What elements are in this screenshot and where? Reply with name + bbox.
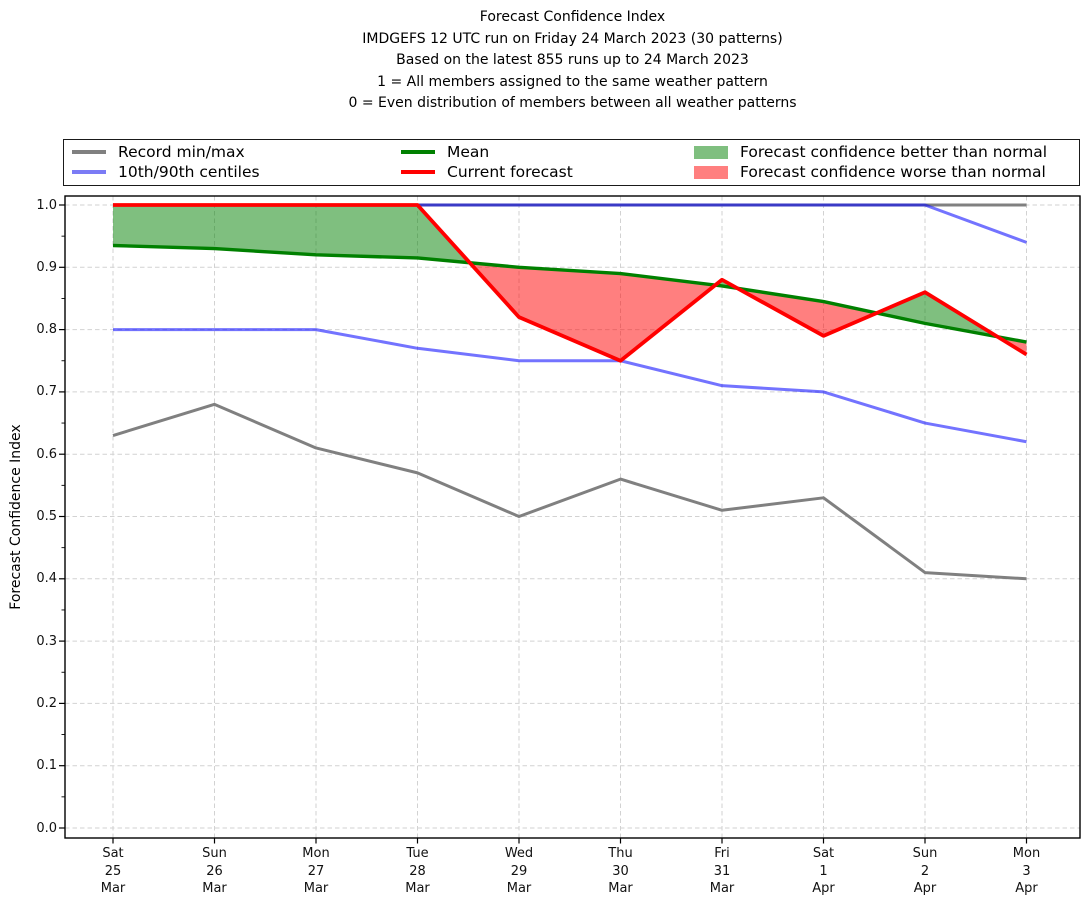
x-tick-label: Sat 1 Apr: [774, 845, 874, 898]
x-tick-label: Sun 26 Mar: [165, 845, 265, 898]
legend-label: 10th/90th centiles: [118, 163, 260, 181]
record_min-line: [112, 402, 1027, 581]
x-tick-label-line: Apr: [913, 881, 937, 896]
y-tick-label: 0.9: [36, 259, 57, 275]
y-tick-label: 0.7: [36, 384, 57, 400]
x-tick-label-line: Wed: [504, 846, 534, 861]
x-tick-label: Mon 27 Mar: [266, 845, 366, 898]
chart-title-block: Forecast Confidence Index IMDGEFS 12 UTC…: [65, 7, 1080, 115]
centiles-line-swatch: [72, 170, 106, 174]
x-tick-label-line: Mar: [506, 881, 532, 896]
x-tick-label-line: 30: [612, 863, 629, 879]
y-tick-label: 1.0: [36, 197, 57, 213]
x-tick-label-line: 3: [1022, 863, 1031, 879]
current-line: [113, 203, 1028, 363]
legend-label: Forecast confidence worse than normal: [740, 163, 1046, 181]
x-tick-label-line: 27: [307, 863, 325, 879]
x-tick-label-line: Mon: [1012, 846, 1041, 861]
x-tick-label-line: Sat: [812, 846, 835, 861]
x-tick-label-line: 1: [819, 863, 828, 879]
y-tick-label: 0.0: [36, 820, 57, 836]
x-tick-label-line: Mar: [405, 881, 430, 896]
legend-item-better-than-normal: Forecast confidence better than normal: [694, 142, 1047, 162]
x-tick-label-line: 25: [104, 863, 122, 879]
legend-column-3: Forecast confidence better than normal F…: [694, 142, 1047, 182]
y-tick-label: 0.3: [36, 633, 57, 649]
x-tick-label-line: Mar: [608, 881, 633, 896]
chart-subtitle-basis: Based on the latest 855 runs up to 24 Ma…: [396, 52, 749, 68]
x-tick-label: Tue 28 Mar: [368, 845, 468, 898]
x-tick-label: Mon 3 Apr: [977, 845, 1077, 898]
y-tick-label: 0.8: [36, 322, 57, 338]
legend-label: Current forecast: [447, 163, 573, 181]
x-tick-label-line: Tue: [406, 846, 429, 861]
x-tick-label-line: Sun: [912, 846, 938, 861]
x-tick-label-line: Mon: [302, 846, 330, 861]
legend-column-1: Record min/max 10th/90th centiles: [72, 142, 260, 182]
x-tick-label-line: 31: [713, 863, 731, 879]
x-tick-label-line: 28: [409, 863, 426, 879]
legend: Record min/max 10th/90th centiles Mean C…: [63, 139, 1080, 186]
mean-line-swatch: [401, 150, 435, 154]
legend-label: Mean: [447, 143, 490, 161]
x-tick-label-line: 26: [206, 863, 223, 879]
chart-subtitle-run: IMDGEFS 12 UTC run on Friday 24 March 20…: [362, 30, 783, 47]
y-tick-label: 0.2: [36, 695, 57, 711]
worse-than-normal-patch-swatch: [694, 165, 728, 179]
record-minmax-line-swatch: [72, 150, 106, 154]
chart-note-zero: 0 = Even distribution of members between…: [348, 95, 797, 111]
centile_10-line: [113, 328, 1027, 444]
better-than-normal-patch-swatch: [694, 145, 728, 159]
legend-column-2: Mean Current forecast: [401, 142, 573, 182]
legend-item-mean: Mean: [401, 142, 573, 162]
legend-item-current-forecast: Current forecast: [401, 162, 573, 182]
y-tick-label: 0.6: [36, 446, 57, 462]
x-tick-label-line: Mar: [709, 881, 735, 896]
current-forecast-line-swatch: [401, 170, 435, 174]
x-tick-label-line: Fri: [714, 846, 730, 861]
fill-better-than-normal: [113, 205, 470, 263]
x-tick-label: Sun 2 Apr: [875, 845, 975, 898]
x-tick-label-line: Mar: [202, 881, 227, 896]
fill-worse-than-normal: [737, 288, 877, 336]
y-tick-label: 0.5: [36, 509, 57, 524]
legend-item-centiles: 10th/90th centiles: [72, 162, 260, 182]
y-tick-label: 0.4: [36, 571, 57, 587]
x-tick-label: Thu 30 Mar: [571, 845, 671, 898]
x-tick-label-line: 2: [920, 863, 930, 879]
x-tick-label-line: 29: [510, 863, 528, 879]
x-tick-label-line: Thu: [608, 846, 633, 861]
legend-item-worse-than-normal: Forecast confidence worse than normal: [694, 162, 1047, 182]
x-tick-label-line: Sun: [202, 846, 227, 861]
y-tick-label: 0.1: [36, 758, 57, 774]
chart-title: Forecast Confidence Index: [479, 9, 666, 25]
x-tick-label: Fri 31 Mar: [672, 845, 772, 898]
legend-label: Forecast confidence better than normal: [740, 143, 1048, 161]
fill-worse-than-normal: [469, 262, 716, 361]
x-tick-label: Sat 25 Mar: [63, 845, 163, 898]
chart-note-one: 1 = All members assigned to the same wea…: [377, 73, 768, 90]
x-tick-label: Wed 29 Mar: [469, 845, 569, 898]
x-tick-label-line: Sat: [102, 846, 124, 861]
fill-better-than-normal: [876, 292, 998, 337]
x-tick-label-line: Mar: [303, 881, 329, 896]
x-tick-label-line: Mar: [100, 881, 126, 896]
legend-item-record-minmax: Record min/max: [72, 142, 260, 162]
legend-label: Record min/max: [118, 143, 245, 161]
x-tick-label-line: Apr: [1015, 881, 1038, 896]
x-tick-label-line: Apr: [812, 881, 835, 896]
